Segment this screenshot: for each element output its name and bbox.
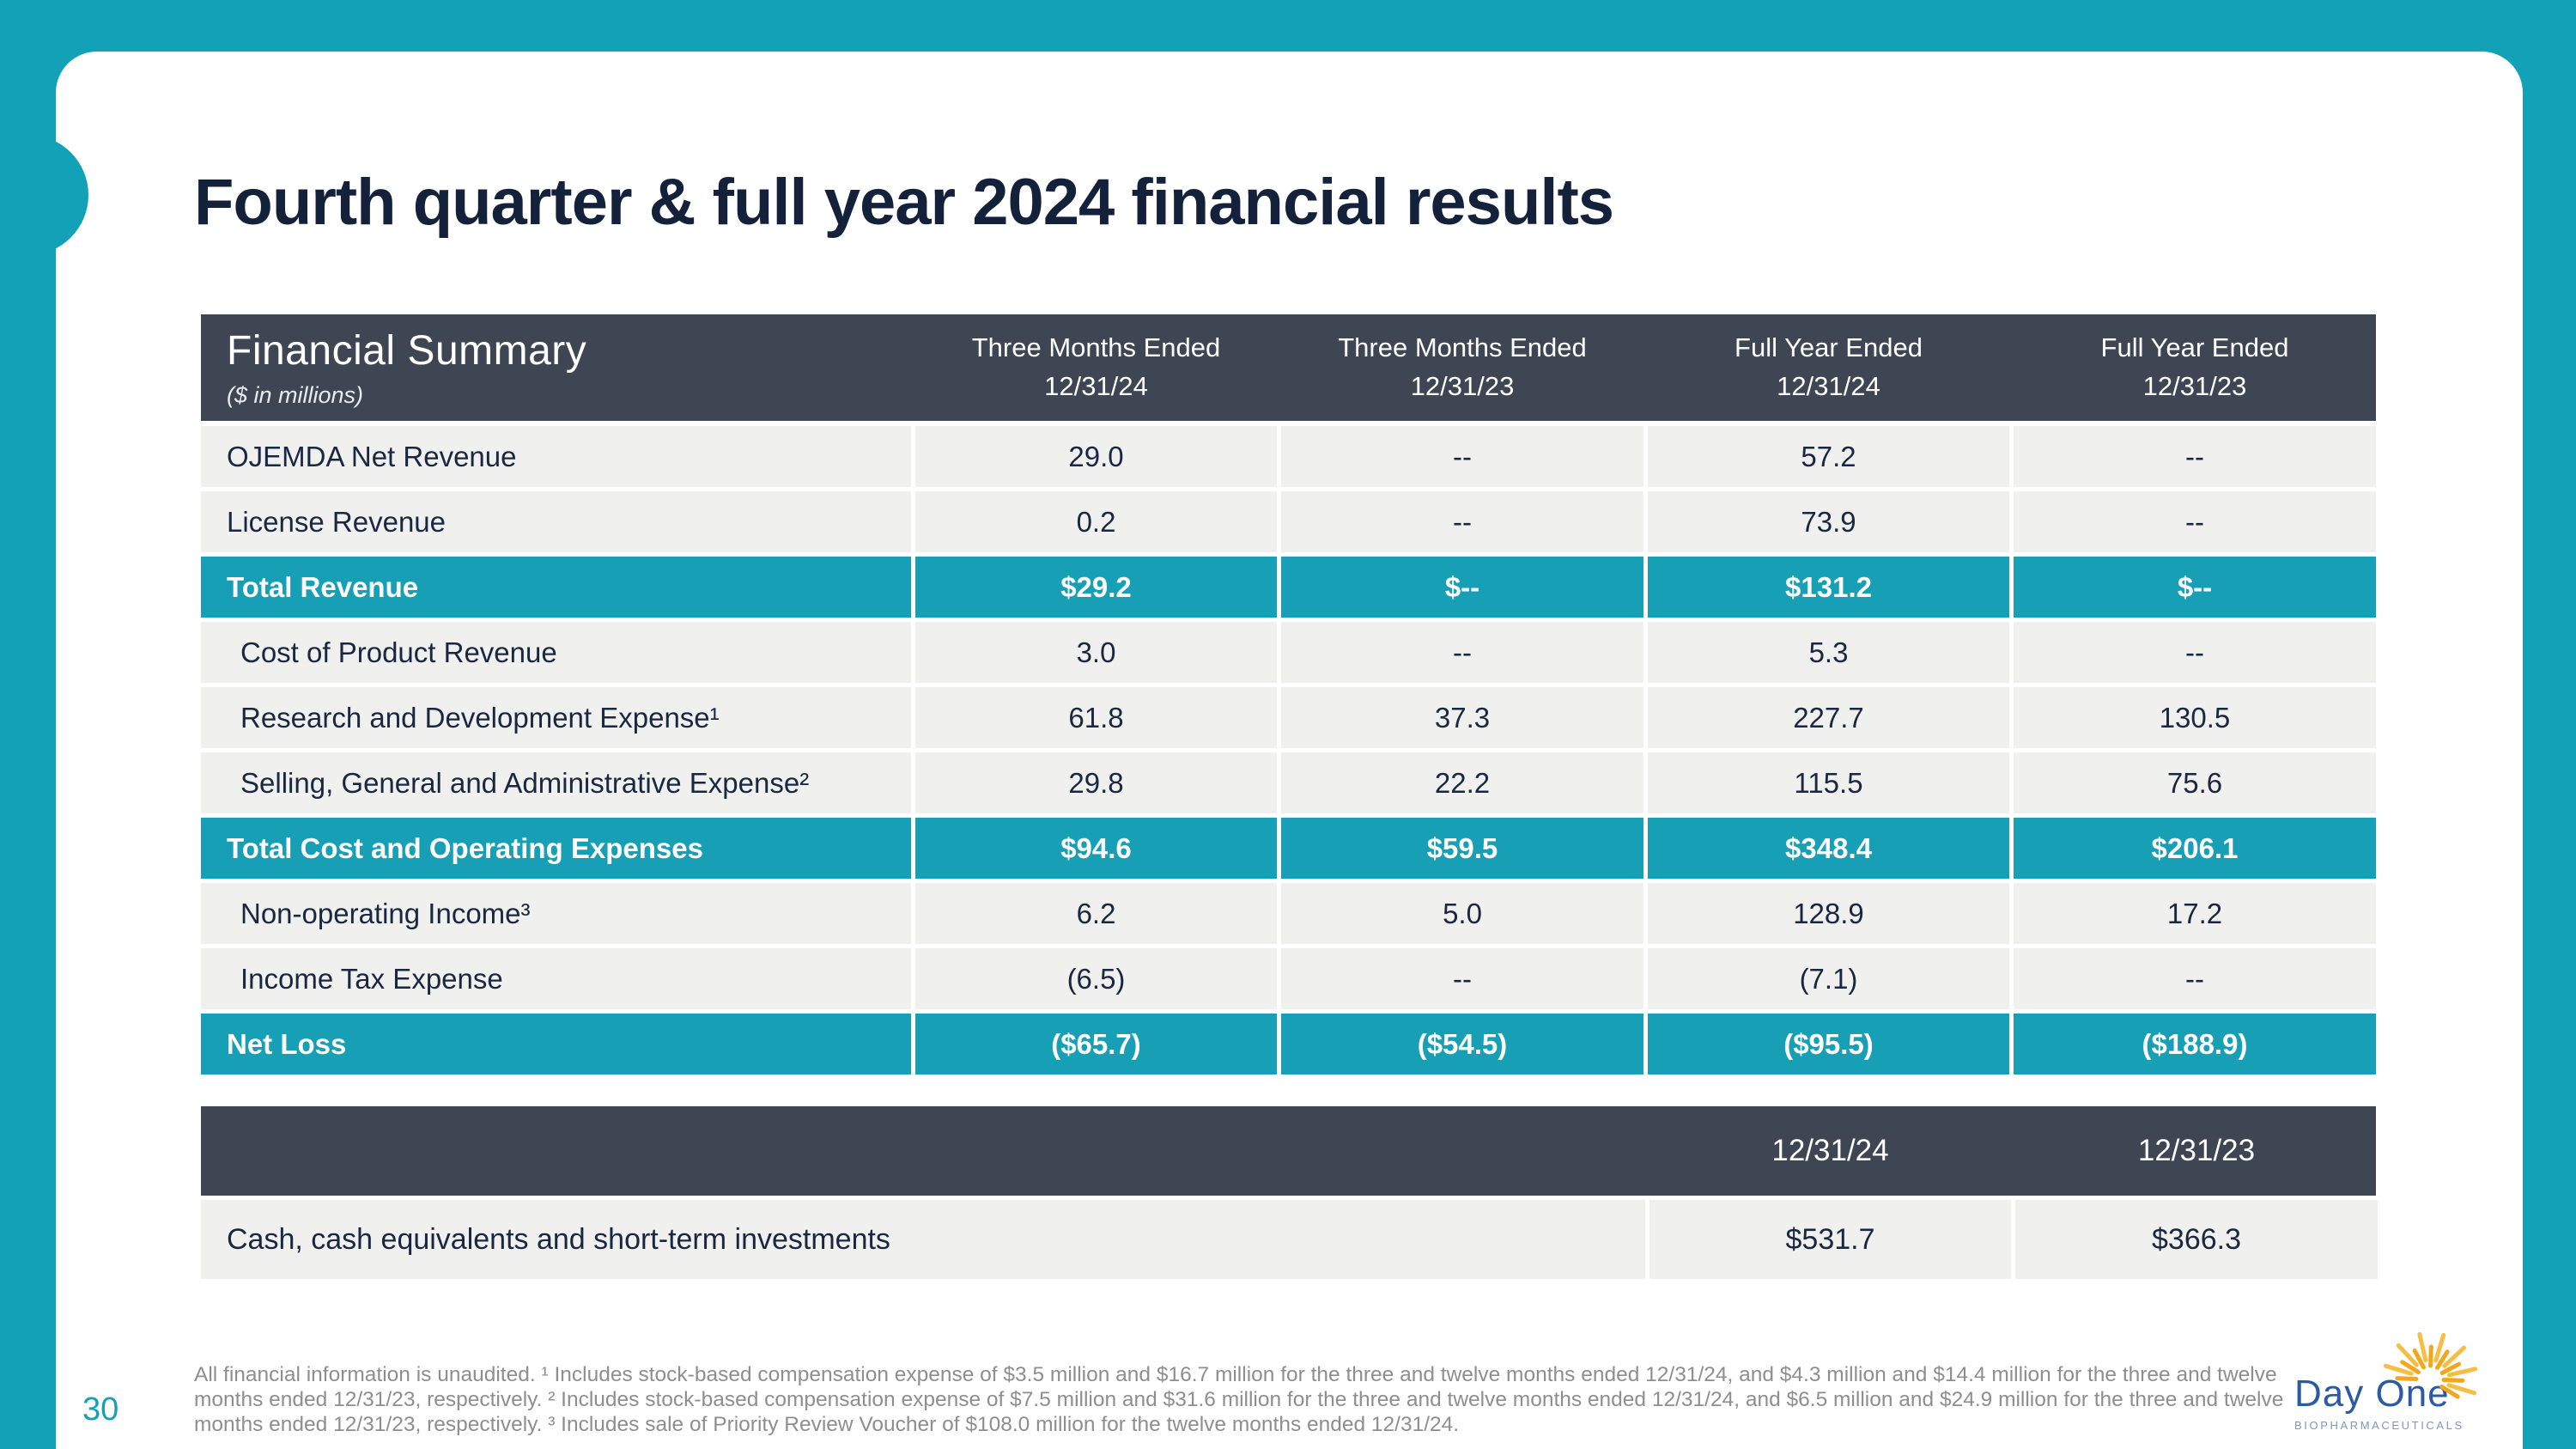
- row-label: Total Cost and Operating Expenses: [201, 818, 911, 879]
- cell-value: $94.6: [915, 818, 1277, 879]
- financial-summary-header: Financial Summary ($ in millions) Three …: [201, 314, 2376, 421]
- cell-value: --: [2014, 491, 2376, 552]
- cell-value: ($54.5): [1281, 1014, 1643, 1075]
- table-subtitle: ($ in millions): [227, 381, 364, 408]
- column-header: Full Year Ended 12/31/24: [1735, 332, 1923, 401]
- cell-value: 29.8: [915, 752, 1277, 813]
- cell-value: ($95.5): [1648, 1014, 2009, 1075]
- row-label: Selling, General and Administrative Expe…: [201, 752, 911, 813]
- table-row-total: Total Cost and Operating Expenses $94.6 …: [201, 818, 2376, 879]
- financial-summary-title-cell: Financial Summary ($ in millions): [201, 314, 911, 421]
- cell-value: 22.2: [1281, 752, 1643, 813]
- page-title: Fourth quarter & full year 2024 financia…: [194, 166, 1614, 239]
- cash-summary-table: 12/31/24 12/31/23 Cash, cash equivalents…: [201, 1106, 2378, 1279]
- page-number: 30: [82, 1391, 119, 1428]
- cell-value: 17.2: [2014, 883, 2376, 944]
- cell-value: 0.2: [915, 491, 1277, 552]
- cell-value: 130.5: [2014, 687, 2376, 748]
- cell-value: (6.5): [915, 948, 1277, 1009]
- column-header: Three Months Ended 12/31/23: [1338, 332, 1587, 401]
- cell-value: $366.3: [2015, 1200, 2378, 1279]
- table-row: OJEMDA Net Revenue 29.0 -- 57.2 --: [201, 426, 2376, 487]
- cell-value: 57.2: [1648, 426, 2009, 487]
- table-row: Non-operating Income³ 6.2 5.0 128.9 17.2: [201, 883, 2376, 944]
- cell-value: $348.4: [1648, 818, 2009, 879]
- cell-value: --: [2014, 426, 2376, 487]
- cell-value: $131.2: [1648, 557, 2009, 618]
- company-logo: Day One BIOPHARMACEUTICALS: [2294, 1331, 2483, 1432]
- header-spacer: [201, 1106, 1645, 1196]
- cell-value: 29.0: [915, 426, 1277, 487]
- table-row: Research and Development Expense¹ 61.8 3…: [201, 687, 2376, 748]
- row-label: OJEMDA Net Revenue: [201, 426, 911, 487]
- table-row: Cash, cash equivalents and short-term in…: [201, 1200, 2378, 1279]
- table-title: Financial Summary: [227, 327, 587, 374]
- row-label: Cash, cash equivalents and short-term in…: [201, 1200, 1645, 1279]
- cell-value: $59.5: [1281, 818, 1643, 879]
- row-label: Total Revenue: [201, 557, 911, 618]
- cell-value: 128.9: [1648, 883, 2009, 944]
- cell-value: --: [1281, 426, 1643, 487]
- table-row: Income Tax Expense (6.5) -- (7.1) --: [201, 948, 2376, 1009]
- cell-value: ($188.9): [2014, 1014, 2376, 1075]
- row-label: Cost of Product Revenue: [201, 622, 911, 683]
- table-row: Selling, General and Administrative Expe…: [201, 752, 2376, 813]
- column-header: Full Year Ended 12/31/23: [2100, 332, 2289, 401]
- cell-value: 227.7: [1648, 687, 2009, 748]
- column-header: 12/31/24: [1771, 1134, 1889, 1167]
- row-label: License Revenue: [201, 491, 911, 552]
- cell-value: $--: [2014, 557, 2376, 618]
- row-label: Non-operating Income³: [201, 883, 911, 944]
- cell-value: 115.5: [1648, 752, 2009, 813]
- footnote-text: All financial information is unaudited. …: [194, 1363, 2284, 1436]
- cell-value: $29.2: [915, 557, 1277, 618]
- cell-value: $531.7: [1649, 1200, 2011, 1279]
- table-row-total: Net Loss ($65.7) ($54.5) ($95.5) ($188.9…: [201, 1014, 2376, 1075]
- cell-value: 3.0: [915, 622, 1277, 683]
- cell-value: $--: [1281, 557, 1643, 618]
- cell-value: --: [1281, 948, 1643, 1009]
- cell-value: 75.6: [2014, 752, 2376, 813]
- row-label: Research and Development Expense¹: [201, 687, 911, 748]
- logo-wordmark: Day One: [2294, 1373, 2450, 1415]
- cell-value: 73.9: [1648, 491, 2009, 552]
- column-header: 12/31/23: [2137, 1134, 2256, 1167]
- cell-value: --: [1281, 491, 1643, 552]
- cell-value: --: [1281, 622, 1643, 683]
- cell-value: ($65.7): [915, 1014, 1277, 1075]
- cell-value: 5.3: [1648, 622, 2009, 683]
- cash-summary-header: 12/31/24 12/31/23: [201, 1106, 2376, 1196]
- column-header: Three Months Ended 12/31/24: [971, 332, 1221, 401]
- sunburst-icon: [2383, 1331, 2478, 1399]
- table-row: License Revenue 0.2 -- 73.9 --: [201, 491, 2376, 552]
- cell-value: $206.1: [2014, 818, 2376, 879]
- row-label: Net Loss: [201, 1014, 911, 1075]
- cell-value: (7.1): [1648, 948, 2009, 1009]
- table-row-total: Total Revenue $29.2 $-- $131.2 $--: [201, 557, 2376, 618]
- cell-value: 37.3: [1281, 687, 1643, 748]
- logo-tagline: BIOPHARMACEUTICALS: [2294, 1419, 2464, 1432]
- row-label: Income Tax Expense: [201, 948, 911, 1009]
- table-row: Cost of Product Revenue 3.0 -- 5.3 --: [201, 622, 2376, 683]
- cell-value: --: [2014, 948, 2376, 1009]
- financial-summary-table: Financial Summary ($ in millions) Three …: [201, 314, 2376, 1079]
- cell-value: 6.2: [915, 883, 1277, 944]
- cell-value: --: [2014, 622, 2376, 683]
- cell-value: 5.0: [1281, 883, 1643, 944]
- cell-value: 61.8: [915, 687, 1277, 748]
